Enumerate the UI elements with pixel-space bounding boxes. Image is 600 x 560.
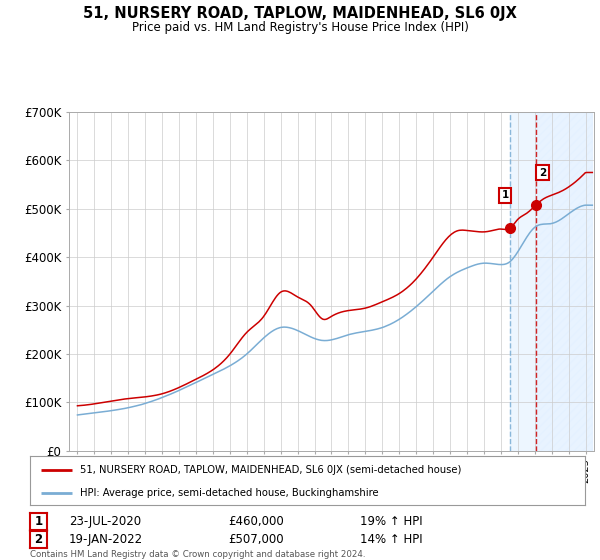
Text: 19-JAN-2022: 19-JAN-2022 [69,533,143,546]
Text: 2: 2 [34,533,43,546]
Text: £507,000: £507,000 [228,533,284,546]
Text: HPI: Average price, semi-detached house, Buckinghamshire: HPI: Average price, semi-detached house,… [80,488,379,498]
Bar [510,112,592,451]
Text: 1: 1 [34,515,43,528]
Text: Price paid vs. HM Land Registry's House Price Index (HPI): Price paid vs. HM Land Registry's House … [131,21,469,34]
Text: 51, NURSERY ROAD, TAPLOW, MAIDENHEAD, SL6 0JX (semi-detached house): 51, NURSERY ROAD, TAPLOW, MAIDENHEAD, SL… [80,465,461,475]
Text: Contains HM Land Registry data © Crown copyright and database right 2024.
This d: Contains HM Land Registry data © Crown c… [30,550,365,560]
Bar [536,112,592,451]
Text: 19% ↑ HPI: 19% ↑ HPI [360,515,422,528]
Text: 14% ↑ HPI: 14% ↑ HPI [360,533,422,546]
Text: £460,000: £460,000 [228,515,284,528]
Text: 2: 2 [539,167,546,178]
Text: 51, NURSERY ROAD, TAPLOW, MAIDENHEAD, SL6 0JX: 51, NURSERY ROAD, TAPLOW, MAIDENHEAD, SL… [83,6,517,21]
Text: 23-JUL-2020: 23-JUL-2020 [69,515,141,528]
Text: 1: 1 [502,190,509,200]
